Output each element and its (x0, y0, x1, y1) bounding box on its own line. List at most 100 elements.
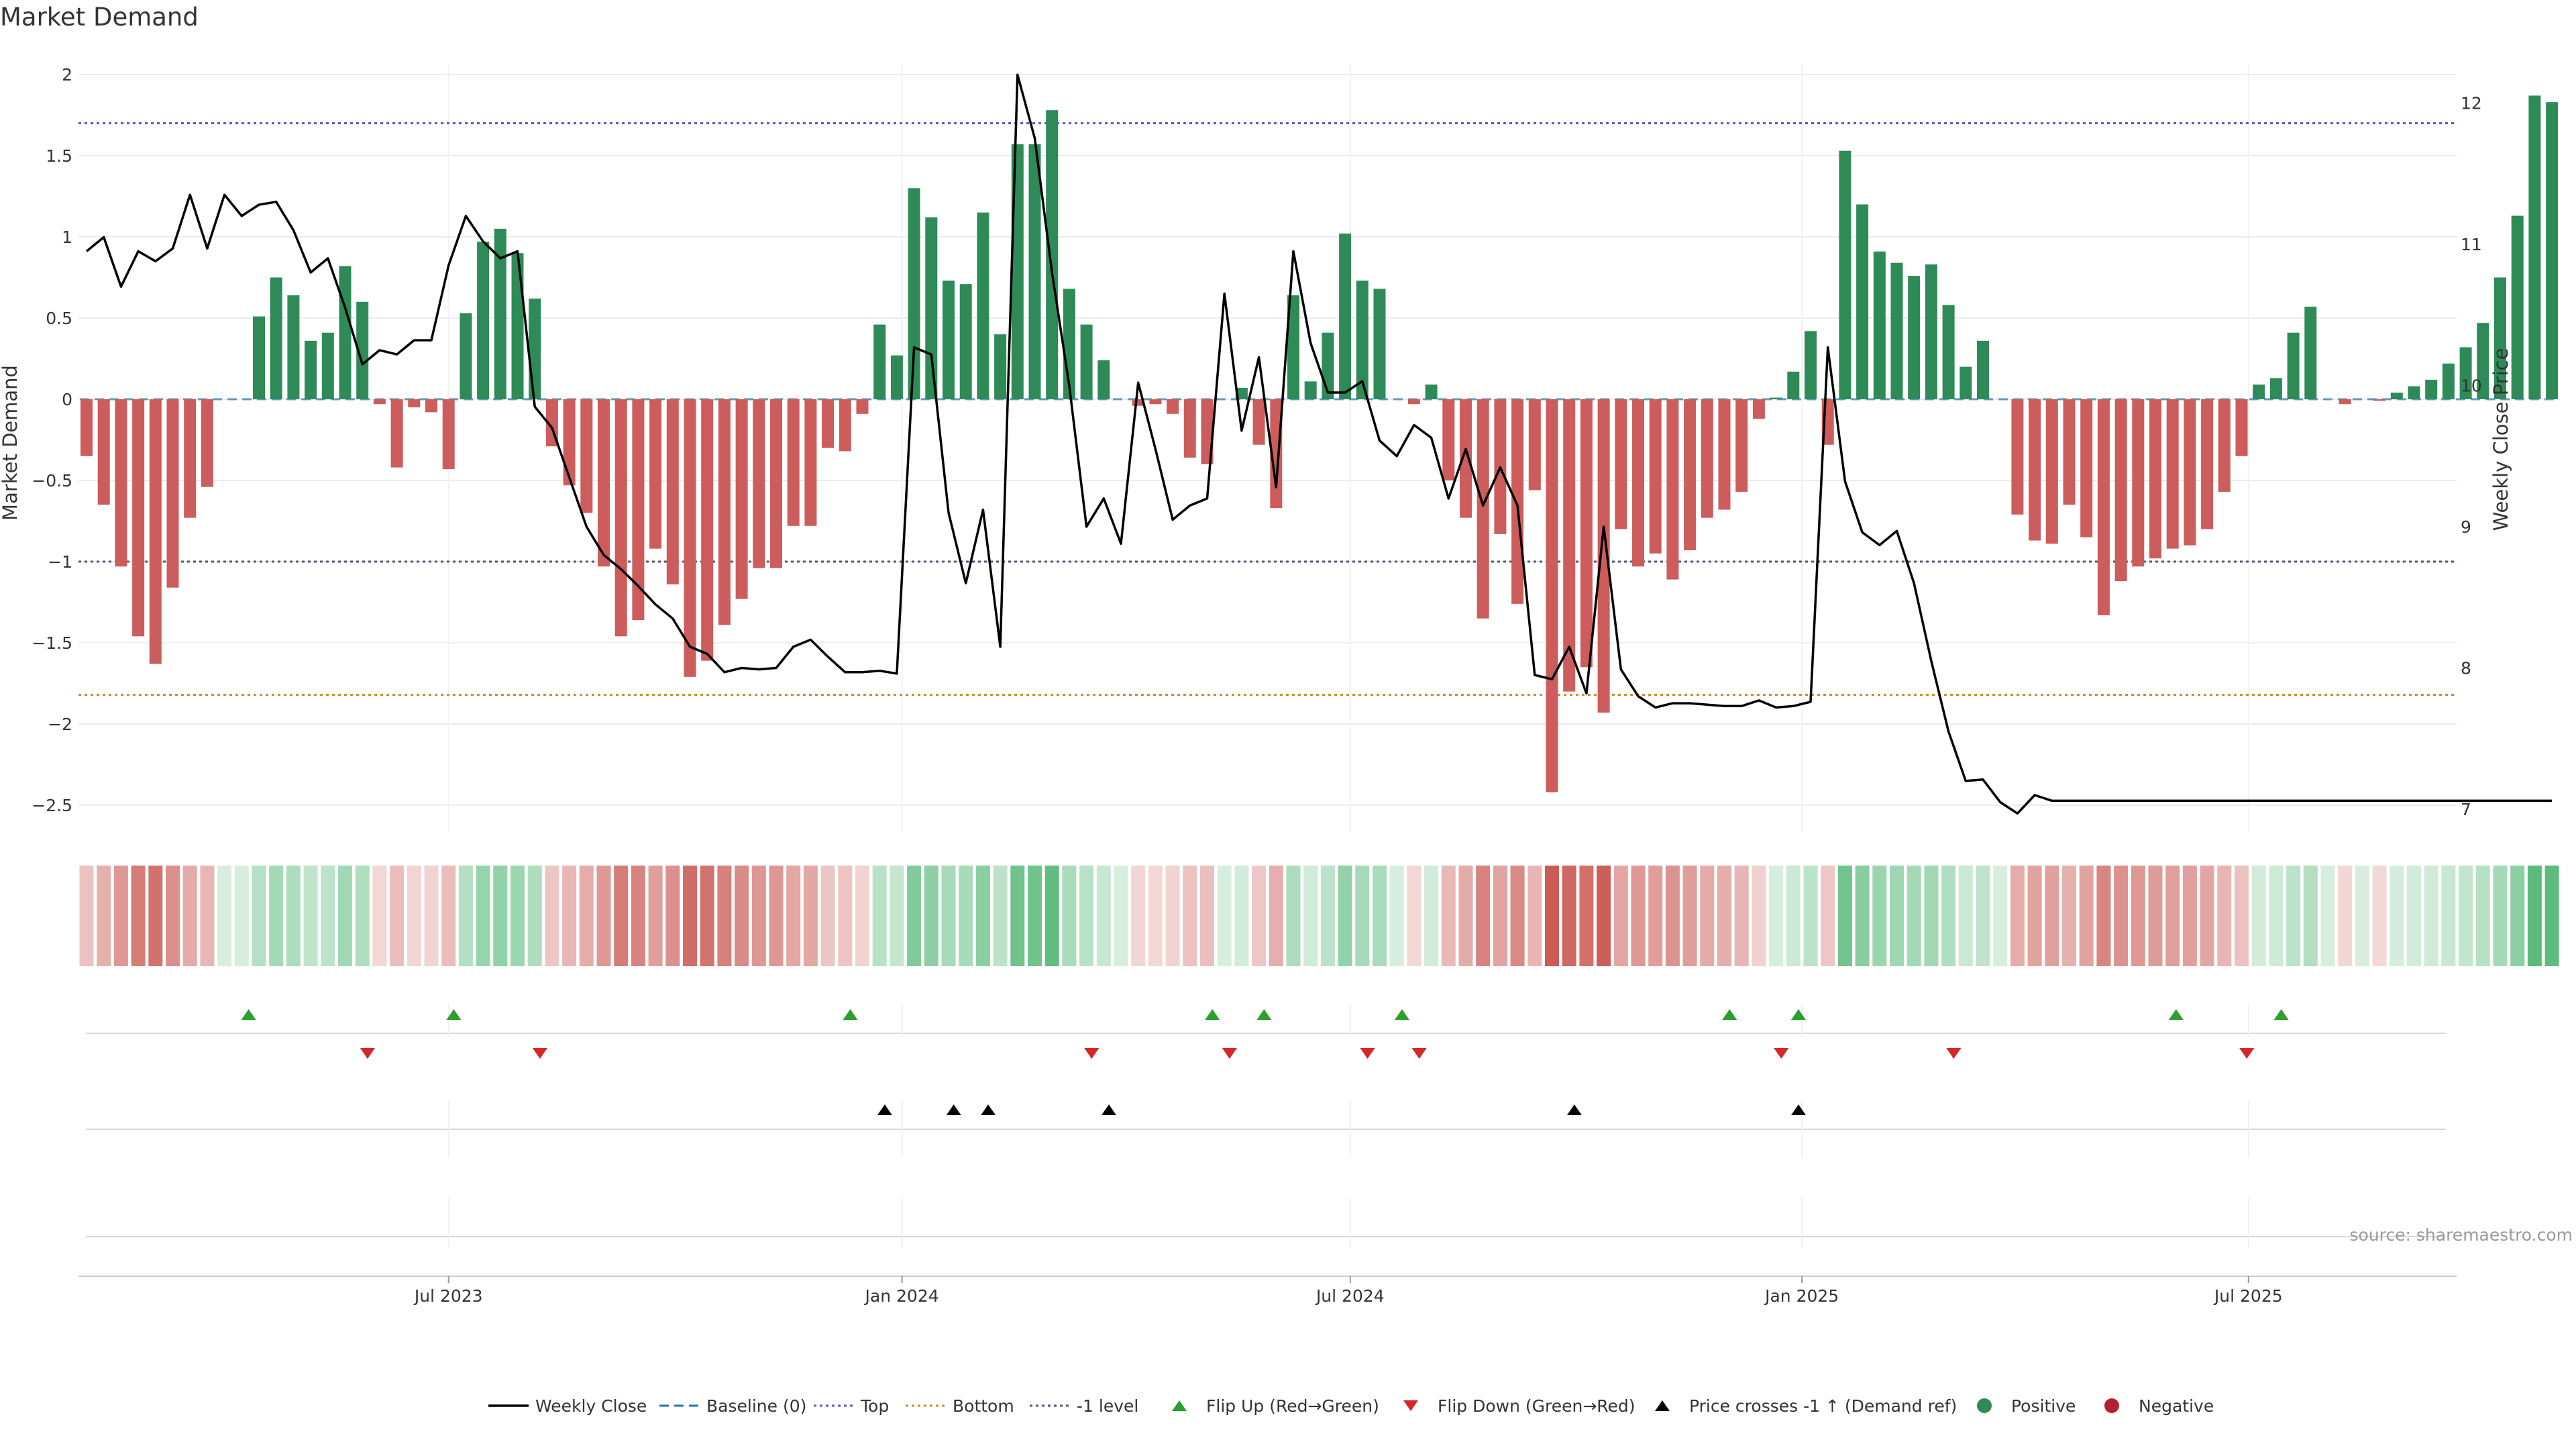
negative-demand-bar (2063, 399, 2076, 505)
heat-cell-negative (614, 866, 629, 966)
positive-demand-bar (287, 295, 300, 399)
heat-cell-negative (2096, 866, 2111, 966)
heat-cell-positive (1855, 866, 1870, 966)
negative-demand-bar (614, 399, 627, 637)
price-line-group (85, 73, 2553, 815)
heat-cell-negative (2114, 866, 2129, 966)
heat-cell-negative (1407, 866, 1421, 966)
heat-cell-negative (1734, 866, 1749, 966)
x-tick-label: Jul 2024 (1315, 1286, 1385, 1306)
heat-cell-negative (855, 866, 869, 966)
positive-demand-bar (1770, 397, 1782, 399)
flip-up-marker (843, 1009, 858, 1020)
positive-demand-bar (2511, 215, 2524, 399)
heat-cell-positive (975, 866, 990, 966)
heat-cell-positive (2390, 866, 2404, 966)
heat-cell-negative (1682, 866, 1697, 966)
heat-cell-negative (1252, 866, 1267, 966)
heat-cell-positive (1355, 866, 1370, 966)
heat-cell-negative (1562, 866, 1576, 966)
heat-cell-negative (1476, 866, 1491, 966)
positive-demand-bar (2390, 393, 2403, 399)
heat-cell-positive (1890, 866, 1904, 966)
flip-up-marker (1791, 1009, 1807, 1020)
heat-cell-negative (562, 866, 577, 966)
negative-demand-bar (701, 399, 714, 661)
negative-demand-bar (2339, 399, 2351, 405)
negative-demand-bar (1183, 399, 1196, 458)
negative-demand-bar (115, 399, 127, 567)
positive-demand-bar (1373, 289, 1386, 399)
x-tick-label: Jan 2025 (1764, 1286, 1839, 1306)
positive-demand-bar (1097, 360, 1110, 399)
legend-label: Flip Down (Green→Red) (1438, 1396, 1635, 1416)
heat-cell-negative (79, 866, 94, 966)
heat-cell-negative (1527, 866, 1542, 966)
positive-demand-bar (1805, 331, 1817, 399)
negative-demand-bar (408, 399, 421, 408)
axes: Market Demand Weekly Close Price 2 1.5 1 0.… (0, 65, 2512, 819)
y-axis-title: Market Demand (0, 365, 21, 521)
y-tick-label: −0.5 (32, 471, 72, 490)
y-tick-label: 2 (62, 65, 72, 85)
flip-up-marker (1256, 1009, 1272, 1020)
heat-cell-negative (2027, 866, 2042, 966)
x-tick-label: Jul 2025 (2213, 1286, 2283, 1306)
negative-demand-bar (1684, 399, 1697, 551)
flip-down-marker (2239, 1048, 2255, 1059)
y2-tick-label: 7 (2461, 800, 2471, 819)
heat-cell-positive (303, 866, 318, 966)
heat-cell-positive (321, 866, 335, 966)
negative-demand-bar (442, 399, 455, 470)
heat-cell-positive (1044, 866, 1059, 966)
heat-cell-negative (2010, 866, 2025, 966)
negative-demand-bar (2011, 399, 2024, 515)
positive-demand-bar (1356, 280, 1368, 399)
y2-tick-label: 10 (2461, 376, 2482, 396)
heat-cell-negative (1510, 866, 1525, 966)
heat-cell-positive (1286, 866, 1301, 966)
positive-demand-bar (873, 324, 886, 399)
legend-label: Weekly Close (535, 1396, 647, 1416)
negative-demand-bar (580, 399, 593, 513)
heat-cell-negative (2148, 866, 2163, 966)
legend-swatch-triangle-up (1655, 1400, 1670, 1411)
negative-demand-bar (804, 399, 817, 526)
positive-demand-bar (305, 340, 317, 399)
heat-cell-negative (665, 866, 680, 966)
negative-demand-bar (839, 399, 851, 452)
positive-demand-bar (529, 298, 541, 399)
positive-demand-bar (2546, 102, 2559, 399)
heat-cell-positive (1976, 866, 1990, 966)
positive-demand-bar (1873, 251, 1886, 399)
positive-demand-bar (2287, 332, 2300, 399)
positive-demand-bar (494, 228, 506, 399)
flip-down-marker (1084, 1048, 1099, 1059)
heat-cell-negative (2079, 866, 2094, 966)
legend-label: Bottom (953, 1396, 1014, 1416)
heat-cell-negative (631, 866, 645, 966)
heat-cell-negative (372, 866, 387, 966)
negative-demand-bar (787, 399, 800, 526)
y-tick-label: −2.5 (32, 796, 72, 815)
heat-cell-positive (1786, 866, 1801, 966)
y-tick-label: −2 (48, 715, 72, 734)
heat-cell-negative (2217, 866, 2232, 966)
negative-demand-bar (2235, 399, 2248, 456)
negative-demand-bar (1735, 399, 1748, 492)
legend-swatch-circle (1977, 1398, 1992, 1413)
heat-cell-positive (511, 866, 525, 966)
flip-down-marker (532, 1048, 547, 1059)
negative-demand-bar (1615, 399, 1627, 529)
positive-demand-bar (1028, 144, 1041, 399)
heat-cell-positive (2286, 866, 2301, 966)
heat-cell-negative (97, 866, 111, 966)
heat-cell-positive (941, 866, 956, 966)
flip-down-marker (1222, 1048, 1237, 1059)
heat-cell-positive (924, 866, 938, 966)
positive-demand-bar (925, 217, 938, 399)
negative-demand-bar (1270, 399, 1283, 509)
heat-cell-negative (2235, 866, 2249, 966)
heat-cell-positive (1907, 866, 1921, 966)
heat-cell-positive (1424, 866, 1439, 966)
